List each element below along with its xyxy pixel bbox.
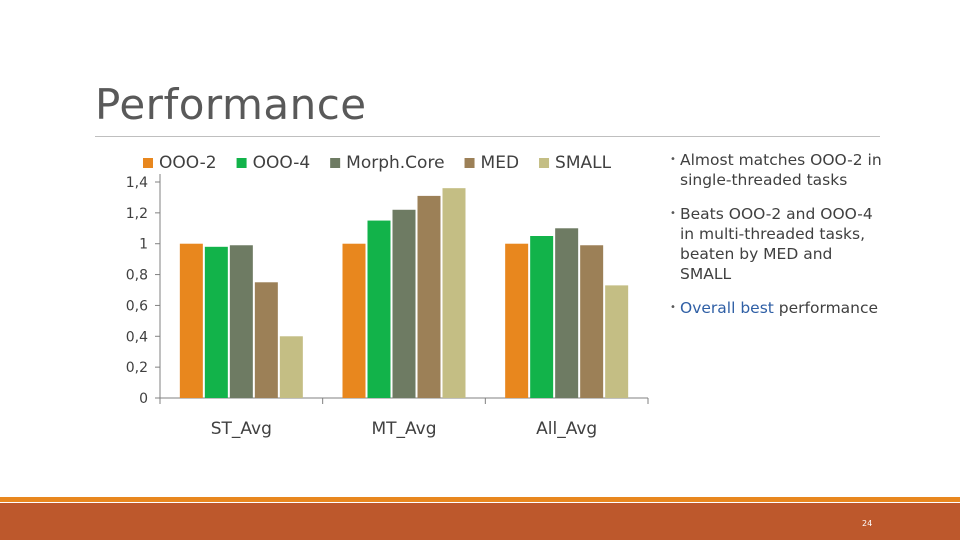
bullet-text: Overall best performance: [678, 298, 885, 318]
legend-label: SMALL: [555, 153, 612, 173]
x-category-label: ST_Avg: [211, 419, 272, 439]
legend-swatch: [143, 158, 153, 168]
y-tick-label: 1,4: [126, 175, 148, 191]
slide-title: Performance: [95, 80, 367, 129]
bar-ooo-4-all-avg: [530, 236, 554, 398]
y-tick-label: 1,2: [126, 206, 148, 222]
bar-morph-core-st-avg: [229, 245, 253, 398]
legend-swatch: [464, 158, 475, 168]
bullet-item: • Overall best performance: [670, 298, 885, 318]
legend-label: Morph.Core: [346, 153, 444, 173]
bar-morph-core-mt-avg: [392, 209, 416, 398]
bullet-item: • Almost matches OOO-2 in single-threade…: [670, 150, 885, 190]
bar-ooo-4-mt-avg: [367, 220, 391, 398]
bullet-text: Beats OOO-2 and OOO-4 in multi-threaded …: [680, 205, 873, 283]
bar-med-mt-avg: [417, 195, 441, 398]
footer-accent-line: [0, 497, 960, 502]
bar-ooo-2-all-avg: [505, 243, 529, 398]
legend-label: OOO-4: [253, 153, 311, 173]
y-tick-label: 0,2: [126, 360, 148, 376]
y-tick-label: 0,6: [126, 298, 148, 314]
bar-small-all-avg: [605, 285, 629, 398]
bullet-item: • Beats OOO-2 and OOO-4 in multi-threade…: [670, 204, 885, 284]
bullet-accent-text: Overall best: [680, 299, 774, 317]
bullet-list: • Almost matches OOO-2 in single-threade…: [670, 150, 885, 332]
bullet-dot-icon: •: [670, 208, 676, 219]
y-tick-label: 0,8: [126, 268, 148, 284]
bar-ooo-4-st-avg: [204, 246, 228, 398]
bar-ooo-2-st-avg: [179, 243, 203, 398]
x-category-label: MT_Avg: [371, 419, 436, 439]
x-category-label: All_Avg: [536, 419, 597, 439]
page-number: 24: [862, 519, 873, 528]
legend-label: MED: [481, 153, 520, 173]
bullet-text: Almost matches OOO-2 in single-threaded …: [680, 151, 882, 189]
bar-med-all-avg: [580, 245, 604, 398]
legend-swatch: [236, 158, 247, 168]
bar-small-mt-avg: [442, 188, 466, 398]
y-tick-label: 0: [139, 391, 148, 407]
bullet-rest-text: performance: [778, 299, 879, 317]
title-divider: [95, 136, 880, 137]
legend-swatch: [330, 158, 341, 168]
bar-small-st-avg: [279, 336, 303, 398]
bullet-dot-icon: •: [670, 302, 676, 313]
y-tick-label: 0,4: [126, 329, 148, 345]
footer-band: [0, 503, 960, 540]
y-tick-label: 1: [139, 237, 148, 253]
legend-label: OOO-2: [159, 153, 217, 173]
bar-ooo-2-mt-avg: [342, 243, 366, 398]
bar-morph-core-all-avg: [555, 228, 579, 398]
bar-med-st-avg: [254, 282, 278, 398]
bullet-dot-icon: •: [670, 154, 676, 165]
legend-swatch: [539, 158, 550, 168]
